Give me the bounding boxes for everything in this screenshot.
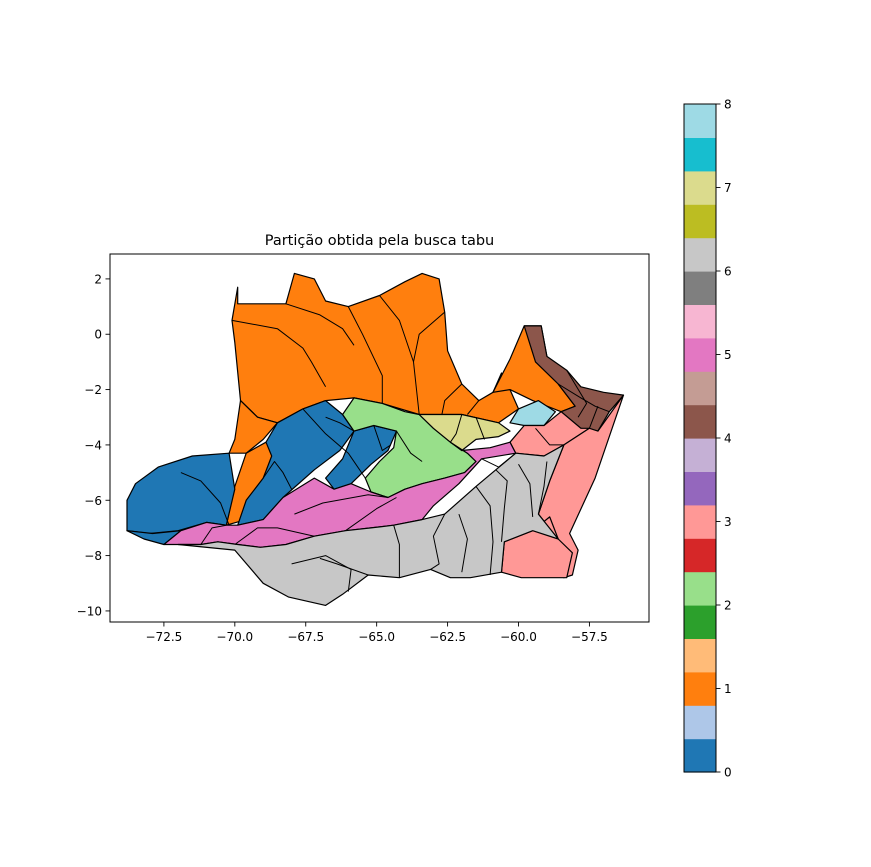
- y-tick-label: −6: [84, 494, 102, 508]
- colorbar-swatch: [684, 638, 716, 673]
- colorbar-tick-label: 4: [724, 432, 732, 446]
- municipality-boundary: [180, 472, 230, 526]
- colorbar-swatch: [684, 337, 716, 372]
- y-axis: 2 0 −2 −4 −6 −8 −10: [77, 272, 110, 618]
- colorbar-tick-label: 8: [724, 98, 732, 112]
- municipality-boundary: [430, 513, 446, 570]
- x-tick-label: −62.5: [429, 630, 466, 644]
- municipality-boundary: [475, 417, 485, 440]
- municipality-boundary: [262, 461, 293, 490]
- x-tick-label: −67.5: [287, 630, 324, 644]
- y-tick-label: −2: [84, 383, 102, 397]
- colorbar-swatch: [684, 504, 716, 539]
- municipality-boundary: [285, 303, 355, 346]
- colorbar-swatch: [684, 738, 716, 773]
- y-tick-label: −10: [77, 604, 102, 618]
- y-tick-label: −8: [84, 549, 102, 563]
- x-tick-label: −60.0: [500, 630, 537, 644]
- municipality-boundary: [495, 469, 508, 542]
- colorbar-tick-label: 6: [724, 265, 732, 279]
- municipality-boundary: [302, 408, 366, 479]
- axes-frame: [109, 253, 650, 623]
- colorbar-tick-label: 5: [724, 348, 732, 362]
- colorbar-swatch: [684, 471, 716, 506]
- colorbar-axis: 0 1 2 3 4 5 6 7 8: [716, 98, 732, 780]
- municipality-boundary: [291, 555, 352, 592]
- colorbar-tick-label: 3: [724, 515, 732, 529]
- colorbar-swatch: [684, 137, 716, 172]
- municipality-boundary: [441, 383, 463, 415]
- municipality-boundary: [557, 383, 610, 413]
- municipality-boundary: [234, 527, 315, 545]
- x-tick-label: −72.5: [146, 630, 183, 644]
- municipality-boundary: [347, 306, 383, 404]
- colorbar-swatch: [684, 404, 716, 439]
- municipality-boundary: [537, 461, 548, 515]
- municipality-boundary: [566, 369, 588, 418]
- colorbar-swatch: [684, 204, 716, 239]
- municipality-boundary: [475, 486, 494, 576]
- y-tick-label: 0: [94, 328, 102, 342]
- municipality-boundary: [345, 497, 397, 532]
- colorbar-swatch: [684, 304, 716, 339]
- municipality-boundary: [393, 525, 400, 578]
- region-partition-7: [418, 413, 511, 452]
- colorbar-swatch: [684, 104, 716, 138]
- colorbar-swatch: [684, 170, 716, 205]
- municipality-boundary: [449, 414, 463, 443]
- colorbar-swatch: [684, 671, 716, 706]
- municipality-boundary: [319, 557, 369, 576]
- colorbar-swatch: [684, 571, 716, 606]
- municipality-boundary: [373, 425, 392, 451]
- municipality-boundary: [535, 427, 564, 446]
- municipality-boundary: [467, 400, 480, 415]
- regions-layer: [126, 272, 625, 607]
- colorbar-swatch: [684, 605, 716, 639]
- municipality-boundary: [379, 295, 420, 415]
- chart-title: Partição obtida pela busca tabu: [265, 233, 495, 249]
- colorbar-tick-label: 1: [724, 682, 732, 696]
- colorbar-swatch: [684, 271, 716, 305]
- colorbar-swatch: [684, 538, 716, 573]
- x-tick-label: −57.5: [571, 630, 608, 644]
- colorbar-tick-label: 0: [724, 766, 732, 780]
- municipality-boundary: [518, 464, 534, 517]
- municipality-boundary: [458, 513, 468, 573]
- colorbar: [683, 103, 717, 773]
- municipality-boundary: [481, 452, 517, 468]
- municipality-boundary: [231, 319, 327, 388]
- municipality-boundary: [396, 430, 423, 462]
- municipality-boundary: [413, 311, 446, 363]
- colorbar-swatch: [684, 438, 716, 472]
- y-tick-label: 2: [94, 272, 102, 286]
- boundaries-layer: [180, 295, 610, 592]
- region-partition-1: [228, 400, 278, 454]
- colorbar-tick-label: 2: [724, 599, 732, 613]
- colorbar-swatch: [684, 237, 716, 272]
- colorbar-swatch: [684, 705, 716, 740]
- colorbar-tick-label: 7: [724, 181, 732, 195]
- municipality-boundary: [294, 494, 389, 515]
- x-axis: −72.5 −70.0 −67.5 −65.0 −62.5 −60.0 −57.5: [146, 622, 608, 644]
- municipality-boundary: [325, 416, 355, 432]
- municipality-boundary: [588, 406, 599, 429]
- y-tick-label: −4: [84, 438, 102, 452]
- x-tick-label: −65.0: [358, 630, 395, 644]
- x-tick-label: −70.0: [216, 630, 253, 644]
- colorbar-swatch: [684, 371, 716, 406]
- map-area: [126, 272, 625, 607]
- municipality-boundary: [200, 524, 227, 545]
- region-partition-6: [177, 444, 565, 607]
